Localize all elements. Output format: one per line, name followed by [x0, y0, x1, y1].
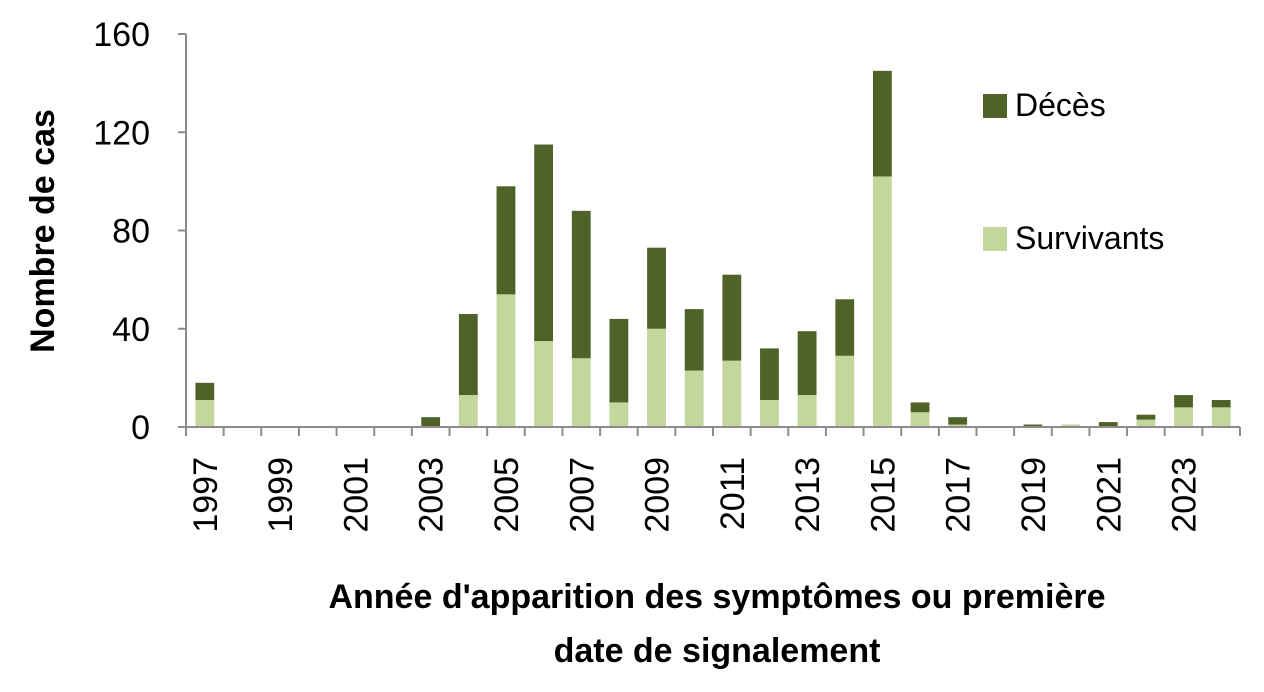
- bar-dcs-2024: [1211, 399, 1231, 408]
- bar-survivants-2008: [609, 402, 629, 427]
- bar-dcs-2017: [948, 417, 968, 425]
- legend-label-survivants: Survivants: [1015, 220, 1164, 256]
- bar-dcs-2013: [797, 331, 817, 396]
- legend-swatch-dcs: [983, 94, 1007, 118]
- bar-survivants-2006: [534, 341, 554, 427]
- x-tick-label: 2009: [639, 457, 677, 533]
- y-tick-label: 120: [93, 114, 150, 152]
- x-tick-label: 2021: [1090, 457, 1128, 533]
- x-tick-label: 2007: [563, 457, 601, 533]
- bar-dcs-2021: [1098, 422, 1118, 427]
- x-axis-title-line-1: Année d'apparition des symptômes ou prem…: [328, 578, 1105, 616]
- bar-survivants-2023: [1174, 407, 1193, 427]
- x-tick-label: 2015: [864, 457, 902, 533]
- bar-survivants-2022: [1136, 419, 1156, 427]
- bar-dcs-2019: [1023, 424, 1043, 427]
- bar-survivants-2011: [722, 360, 742, 427]
- bar-survivants-2005: [496, 294, 516, 427]
- x-tick-label: 1999: [262, 457, 300, 533]
- x-tick-label: 2011: [714, 457, 752, 530]
- bar-survivants-2010: [684, 370, 704, 427]
- bars-group: [195, 70, 1231, 427]
- x-tick-label: 2005: [488, 457, 526, 533]
- bar-dcs-2011: [722, 274, 742, 361]
- bar-survivants-2020: [1061, 424, 1081, 427]
- bar-dcs-2007: [571, 210, 591, 359]
- x-tick-label: 2019: [1015, 457, 1053, 533]
- bar-survivants-2009: [647, 328, 666, 427]
- bar-dcs-2023: [1174, 395, 1193, 408]
- bar-survivants-2016: [910, 412, 930, 427]
- y-tick-label: 0: [131, 409, 150, 447]
- bar-dcs-2008: [609, 318, 629, 403]
- x-tick-label: 2001: [337, 457, 375, 533]
- bar-dcs-1997: [195, 382, 215, 400]
- y-tick-label: 40: [112, 311, 150, 349]
- bar-dcs-2016: [910, 402, 930, 413]
- legend-label-dcs: Décès: [1015, 87, 1106, 123]
- bar-survivants-2007: [571, 358, 591, 427]
- bar-dcs-2022: [1136, 414, 1156, 420]
- bar-dcs-2015: [872, 70, 892, 177]
- x-axis-title-line-2: date de signalement: [554, 632, 881, 670]
- bar-survivants-2013: [797, 395, 817, 427]
- y-axis: 0 40 80 120 160: [93, 16, 187, 447]
- bar-survivants-2017: [948, 424, 968, 427]
- bar-dcs-2009: [647, 247, 666, 329]
- bar-survivants-2024: [1211, 407, 1231, 427]
- y-tick-label: 160: [93, 16, 150, 54]
- y-axis-title: Nombre de cas: [24, 109, 62, 353]
- bar-dcs-2005: [496, 186, 516, 295]
- bar-dcs-2004: [458, 314, 478, 396]
- x-tick-label: 2013: [789, 457, 827, 533]
- bar-dcs-2014: [835, 299, 855, 356]
- x-tick-label: 2023: [1166, 457, 1204, 533]
- x-tick-label: 2003: [413, 457, 451, 533]
- bar-survivants-2014: [835, 355, 855, 427]
- bar-dcs-2003: [421, 417, 441, 427]
- bar-dcs-2010: [684, 309, 704, 371]
- bar-survivants-2012: [760, 399, 779, 427]
- bar-survivants-2015: [872, 176, 892, 427]
- bar-dcs-2012: [760, 348, 779, 400]
- bar-survivants-1997: [195, 399, 215, 427]
- bar-survivants-2004: [458, 395, 478, 427]
- x-tick-label: 1997: [187, 457, 225, 533]
- x-axis: 1997 1999 2001 2003 2005 2007 2009 2011 2013 2015…: [185, 426, 1241, 533]
- legend-swatch-survivants: [983, 227, 1007, 251]
- y-tick-label: 80: [112, 213, 150, 251]
- x-tick-label: 2017: [940, 457, 978, 533]
- bar-dcs-2006: [534, 144, 554, 342]
- legend: Décès Survivants: [983, 87, 1164, 256]
